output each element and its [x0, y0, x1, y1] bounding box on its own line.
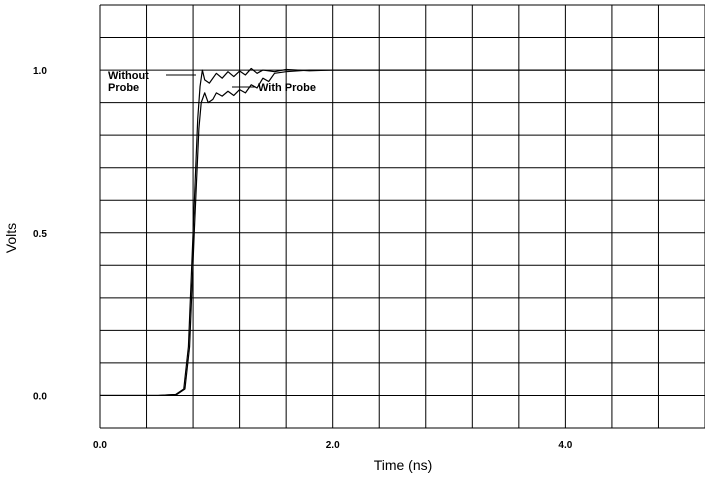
series-group [100, 67, 705, 397]
y-tick-label: 0.0 [33, 391, 47, 402]
annotations: Without Probe With Probe [108, 70, 316, 94]
y-tick-label: 0.5 [33, 229, 47, 240]
x-tick-label: 4.0 [558, 440, 572, 451]
annotation-without: Without [108, 70, 149, 82]
annotation-probe: Probe [108, 82, 139, 94]
x-axis-title: Time (ns) [374, 457, 433, 473]
x-tick-label: 0.0 [93, 440, 107, 451]
x-tick-label: 2.0 [326, 440, 340, 451]
series-line-without-probe [100, 67, 705, 397]
y-axis-title: Volts [3, 223, 19, 253]
annotation-with-probe: With Probe [258, 82, 316, 94]
series-line-with-probe [100, 69, 705, 397]
tick-labels: 0.0 2.0 4.0 0.0 0.5 1.0 [33, 66, 573, 451]
y-tick-label: 1.0 [33, 66, 47, 77]
